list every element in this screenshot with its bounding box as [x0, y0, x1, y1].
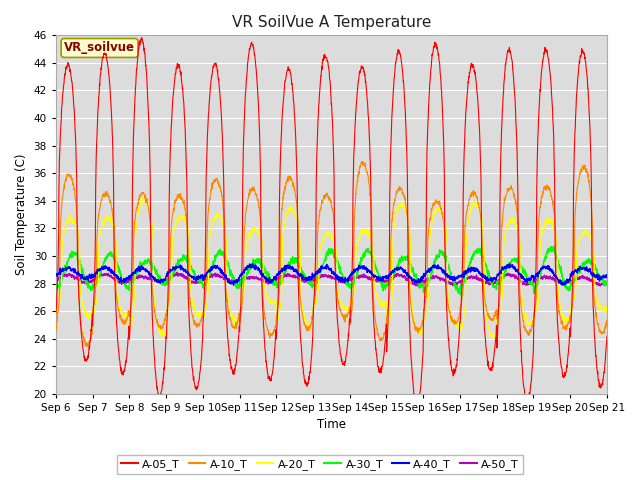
- X-axis label: Time: Time: [317, 419, 346, 432]
- Text: VR_soilvue: VR_soilvue: [64, 41, 135, 54]
- Title: VR SoilVue A Temperature: VR SoilVue A Temperature: [232, 15, 431, 30]
- Y-axis label: Soil Temperature (C): Soil Temperature (C): [15, 154, 28, 276]
- Legend: A-05_T, A-10_T, A-20_T, A-30_T, A-40_T, A-50_T: A-05_T, A-10_T, A-20_T, A-30_T, A-40_T, …: [116, 455, 524, 474]
